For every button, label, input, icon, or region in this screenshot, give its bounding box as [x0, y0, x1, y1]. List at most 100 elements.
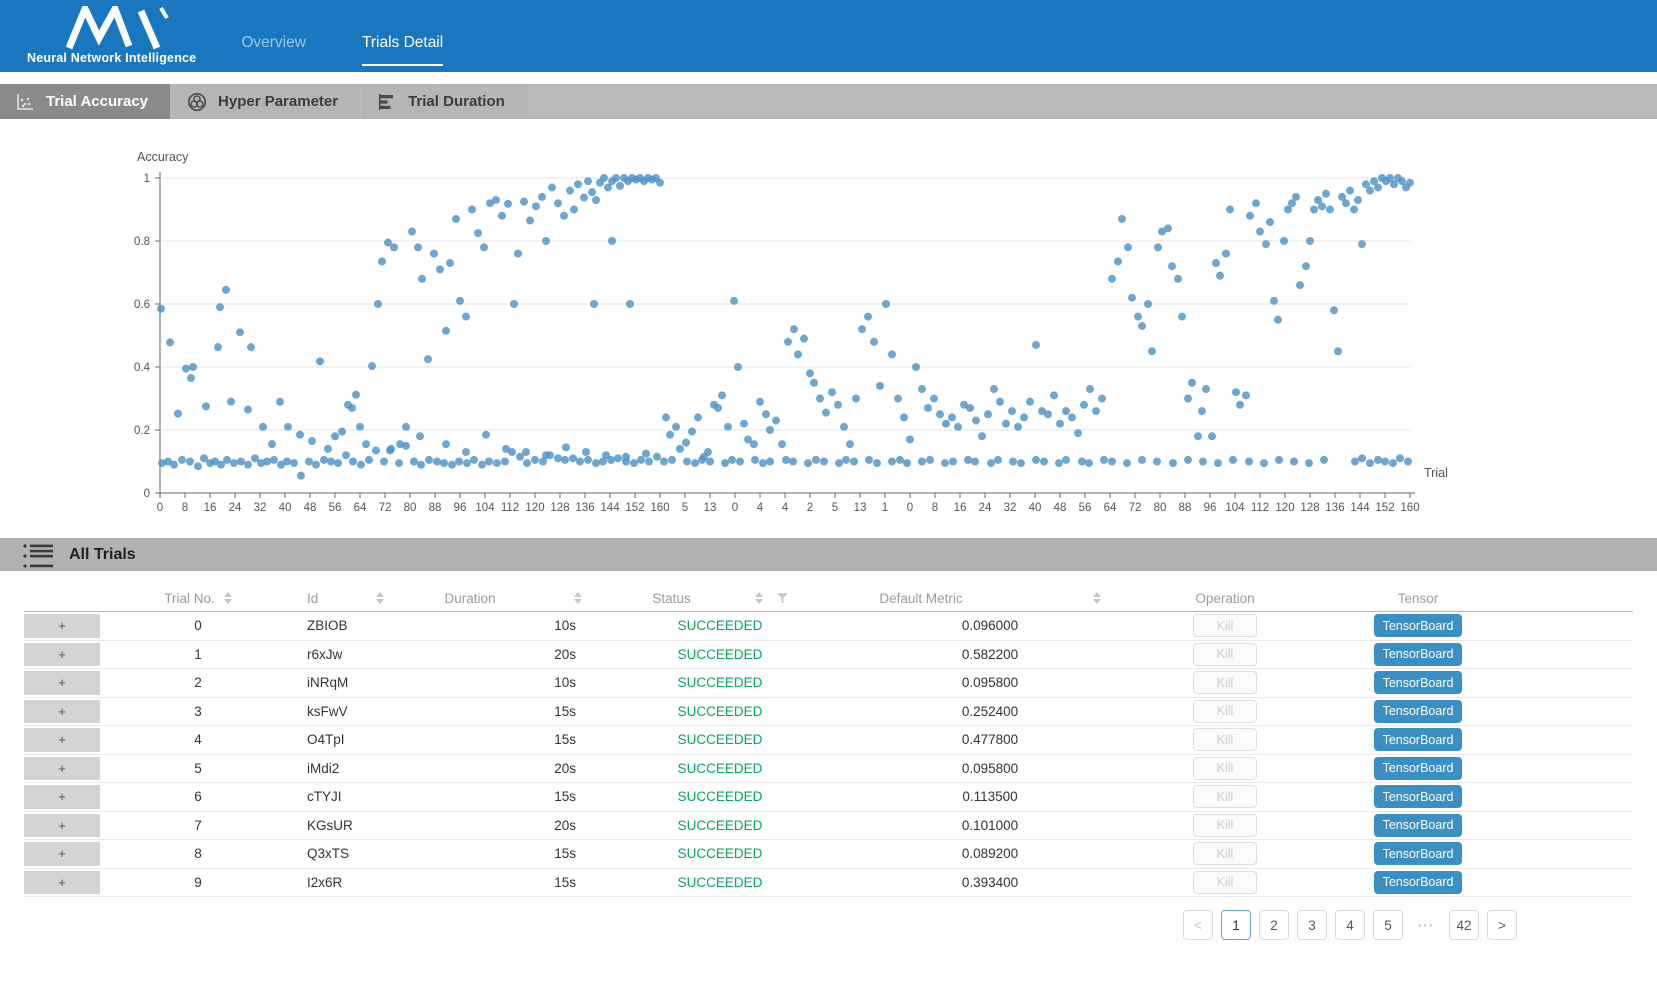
operation-cell: Kill	[1140, 870, 1310, 894]
scatter-point	[402, 441, 410, 450]
tensorboard-button[interactable]: TensorBoard	[1374, 842, 1462, 866]
scatter-point	[194, 462, 202, 471]
kill-button[interactable]: Kill	[1193, 756, 1257, 780]
scatter-point	[614, 454, 622, 463]
scatter-point	[1080, 400, 1088, 409]
kill-button[interactable]: Kill	[1193, 785, 1257, 809]
page-2-button[interactable]: 2	[1259, 910, 1289, 940]
scatter-point	[237, 457, 245, 466]
scatter-point	[1169, 459, 1177, 468]
scatter-point	[1320, 455, 1328, 464]
operation-cell: Kill	[1140, 699, 1310, 723]
kill-button[interactable]: Kill	[1193, 870, 1257, 894]
tensorboard-button[interactable]: TensorBoard	[1374, 699, 1462, 723]
x-tick-label: 48	[1054, 502, 1067, 514]
kill-button[interactable]: Kill	[1193, 842, 1257, 866]
scatter-point	[990, 385, 998, 394]
trial-id-cell: iNRqM	[307, 675, 349, 691]
page-3-button[interactable]: 3	[1297, 910, 1327, 940]
scatter-point	[1302, 262, 1310, 271]
scatter-point	[1334, 347, 1342, 356]
tensorboard-button[interactable]: TensorBoard	[1374, 785, 1462, 809]
scatter-point	[688, 427, 696, 436]
tensorboard-button[interactable]: TensorBoard	[1374, 642, 1462, 666]
scatter-point	[1148, 347, 1156, 356]
nav-overview[interactable]: Overview	[241, 34, 306, 51]
scatter-point	[561, 455, 569, 464]
page-prev-button[interactable]: <	[1183, 910, 1213, 940]
page-next-button[interactable]: >	[1487, 910, 1517, 940]
scatter-point	[566, 186, 574, 195]
expand-row-button[interactable]: +	[24, 699, 100, 723]
kill-button[interactable]: Kill	[1193, 614, 1257, 638]
kill-button[interactable]: Kill	[1193, 699, 1257, 723]
page-42-button[interactable]: 42	[1449, 910, 1479, 940]
scatter-point	[1009, 457, 1017, 466]
tensor-cell: TensorBoard	[1310, 756, 1526, 780]
x-tick-label: 64	[354, 502, 367, 514]
tensor-cell: TensorBoard	[1310, 813, 1526, 837]
expand-row-button[interactable]: +	[24, 756, 100, 780]
expand-row-button[interactable]: +	[24, 813, 100, 837]
scatter-point	[502, 444, 510, 453]
y-tick-label: 0.8	[134, 236, 150, 248]
col-default-metric[interactable]: Default Metric	[840, 591, 1140, 606]
x-tick-label: 80	[404, 502, 417, 514]
tensorboard-button[interactable]: TensorBoard	[1374, 813, 1462, 837]
metric-cell: 0.393400	[961, 874, 1019, 890]
col-id[interactable]: Id	[296, 591, 426, 606]
scatter-point	[840, 422, 848, 431]
scatter-point	[918, 457, 926, 466]
kill-button[interactable]: Kill	[1193, 642, 1257, 666]
trial-no-cell: 2	[194, 675, 202, 691]
tab-trial-duration[interactable]: Trial Duration	[362, 84, 527, 119]
tensorboard-button[interactable]: TensorBoard	[1374, 870, 1462, 894]
scatter-point	[510, 300, 518, 308]
expand-row-button[interactable]: +	[24, 671, 100, 695]
x-tick-label: 56	[329, 502, 342, 514]
tensorboard-button[interactable]: TensorBoard	[1374, 614, 1462, 638]
kill-button[interactable]: Kill	[1193, 671, 1257, 695]
scatter-point	[227, 397, 235, 406]
expand-row-button[interactable]: +	[24, 870, 100, 894]
sort-icon[interactable]	[754, 592, 763, 604]
scatter-point	[236, 328, 244, 337]
page-4-button[interactable]: 4	[1335, 910, 1365, 940]
col-status[interactable]: Status	[600, 591, 840, 606]
page-1-button[interactable]: 1	[1221, 910, 1251, 940]
sort-icon[interactable]	[573, 592, 582, 604]
filter-icon[interactable]	[776, 593, 788, 603]
scatter-point	[486, 199, 494, 208]
all-trials-title: All Trials	[69, 545, 136, 563]
scatter-point	[828, 388, 836, 397]
expand-row-button[interactable]: +	[24, 642, 100, 666]
expand-row-button[interactable]: +	[24, 842, 100, 866]
scatter-point	[694, 413, 702, 422]
tab-trial-accuracy[interactable]: Trial Accuracy	[0, 84, 171, 119]
top-nav: Overview Trials Detail	[241, 34, 444, 66]
col-trial-no[interactable]: Trial No.	[100, 591, 296, 606]
scatter-point	[1008, 407, 1016, 416]
expand-row-button[interactable]: +	[24, 728, 100, 752]
expand-row-button[interactable]: +	[24, 614, 100, 638]
scatter-point	[896, 455, 904, 464]
scatter-point	[520, 197, 528, 206]
tensorboard-button[interactable]: TensorBoard	[1374, 756, 1462, 780]
scatter-point	[616, 181, 624, 190]
kill-button[interactable]: Kill	[1193, 728, 1257, 752]
tensorboard-button[interactable]: TensorBoard	[1374, 671, 1462, 695]
sort-icon[interactable]	[1092, 592, 1101, 604]
col-duration[interactable]: Duration	[426, 591, 600, 606]
status-cell: SUCCEEDED	[677, 760, 763, 776]
tensorboard-button[interactable]: TensorBoard	[1374, 728, 1462, 752]
page-5-button[interactable]: 5	[1373, 910, 1403, 940]
nav-trials-detail[interactable]: Trials Detail	[361, 34, 444, 66]
expand-row-button[interactable]: +	[24, 785, 100, 809]
tab-hyper-parameter[interactable]: Hyper Parameter	[172, 84, 361, 119]
kill-button[interactable]: Kill	[1193, 813, 1257, 837]
sort-icon[interactable]	[376, 592, 385, 604]
table-row: +1 r6xJw 20s SUCCEEDED 0.582200 Kill TensorBoa…	[24, 641, 1633, 669]
scatter-point	[308, 437, 316, 446]
scatter-point	[1374, 183, 1382, 192]
sort-icon[interactable]	[223, 592, 232, 604]
